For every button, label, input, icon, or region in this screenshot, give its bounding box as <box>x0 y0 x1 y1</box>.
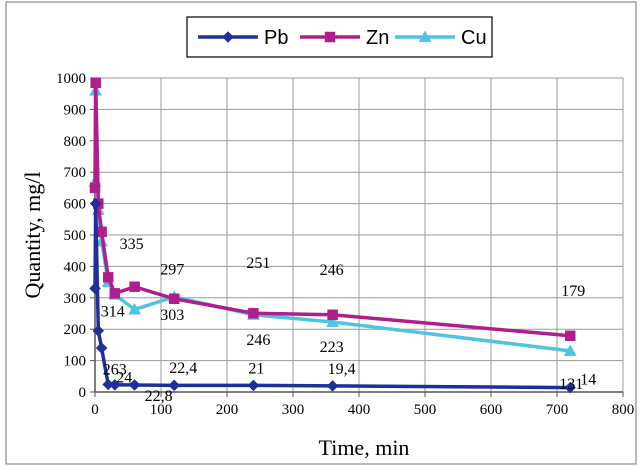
y-tick-label: 600 <box>64 197 87 213</box>
data-label: 297 <box>160 262 184 279</box>
legend-marker-cu <box>418 30 432 43</box>
legend: Pb Zn Cu <box>186 16 493 58</box>
data-label: 263 <box>103 361 127 378</box>
y-tick-label: 100 <box>64 354 87 370</box>
data-point-pb <box>89 282 101 295</box>
legend-item-pb: Pb <box>198 27 288 49</box>
y-tick-label: 500 <box>64 228 87 244</box>
data-point-pb <box>247 379 260 392</box>
x-tick-label: 300 <box>282 402 305 418</box>
data-point-pb <box>326 380 339 392</box>
y-tick-label: 900 <box>64 102 87 118</box>
legend-label-zn: Zn <box>366 27 389 49</box>
data-label: 303 <box>160 307 184 324</box>
series-pb <box>89 197 577 394</box>
data-label: 131 <box>559 376 583 393</box>
y-tick-label: 300 <box>64 291 87 307</box>
data-label: 19,4 <box>328 361 356 378</box>
data-label: 24 <box>116 369 132 386</box>
data-point-cu <box>128 302 142 315</box>
data-point-zn <box>248 307 259 319</box>
data-point-zn <box>129 281 140 293</box>
x-tick-label: 100 <box>150 402 173 418</box>
y-axis-title: Quantity, mg/l <box>20 172 45 299</box>
data-point-zn <box>102 272 114 283</box>
x-tick-label: 700 <box>546 402 569 418</box>
legend-marker-pb <box>222 31 234 43</box>
data-point-zn <box>109 288 121 299</box>
legend-label-pb: Pb <box>264 27 288 49</box>
data-point-zn <box>327 309 338 321</box>
data-point-pb <box>564 381 577 394</box>
gridlines <box>95 77 624 392</box>
data-point-pb <box>128 379 141 391</box>
data-point-pb <box>168 379 181 392</box>
data-point-cu <box>563 344 577 356</box>
data-label: 21 <box>248 360 264 377</box>
x-tick-label: 600 <box>480 402 503 418</box>
legend-label-cu: Cu <box>461 27 487 49</box>
data-label: 335 <box>120 236 144 253</box>
legend-item-zn: Zn <box>300 27 389 49</box>
series-zn <box>89 77 576 342</box>
data-label: 246 <box>246 332 270 349</box>
data-labels: 24 22,8 22,4 21 19,4 14 314 263 335 297 303 251 246 2… <box>101 236 596 405</box>
data-label: 179 <box>561 283 585 300</box>
y-tick-label: 700 <box>64 165 87 181</box>
data-point-zn <box>564 330 576 342</box>
data-label: 22,4 <box>169 360 197 377</box>
data-point-pb <box>89 197 102 210</box>
data-label: 223 <box>320 339 344 356</box>
y-tick-label: 1000 <box>56 71 86 87</box>
x-tick-label: 200 <box>216 402 239 418</box>
data-label: 14 <box>580 372 596 389</box>
x-tick-label: 800 <box>612 402 635 418</box>
legend-marker-zn <box>324 31 336 43</box>
data-point-pb <box>92 324 105 337</box>
data-point-zn <box>96 226 107 238</box>
data-label: 314 <box>101 303 125 320</box>
data-label: 246 <box>320 262 344 279</box>
data-point-pb <box>95 342 108 354</box>
data-point-zn <box>90 77 101 88</box>
legend-item-cu: Cu <box>395 27 487 49</box>
y-tick-label: 400 <box>64 259 87 275</box>
y-tick-label: 200 <box>64 322 87 338</box>
x-tick-label: 500 <box>414 402 437 418</box>
data-label: 22,8 <box>145 388 173 405</box>
y-tick-label: 800 <box>64 134 87 150</box>
data-point-pb <box>108 378 121 391</box>
x-tick-label: 0 <box>91 402 99 418</box>
x-tick-label: 400 <box>348 402 371 418</box>
data-point-zn <box>89 182 101 194</box>
data-point-cu <box>326 315 340 328</box>
data-point-zn <box>168 293 180 304</box>
y-tick-label: 0 <box>79 385 87 401</box>
x-axis-title: Time, min <box>319 435 410 460</box>
data-label: 251 <box>246 255 270 272</box>
